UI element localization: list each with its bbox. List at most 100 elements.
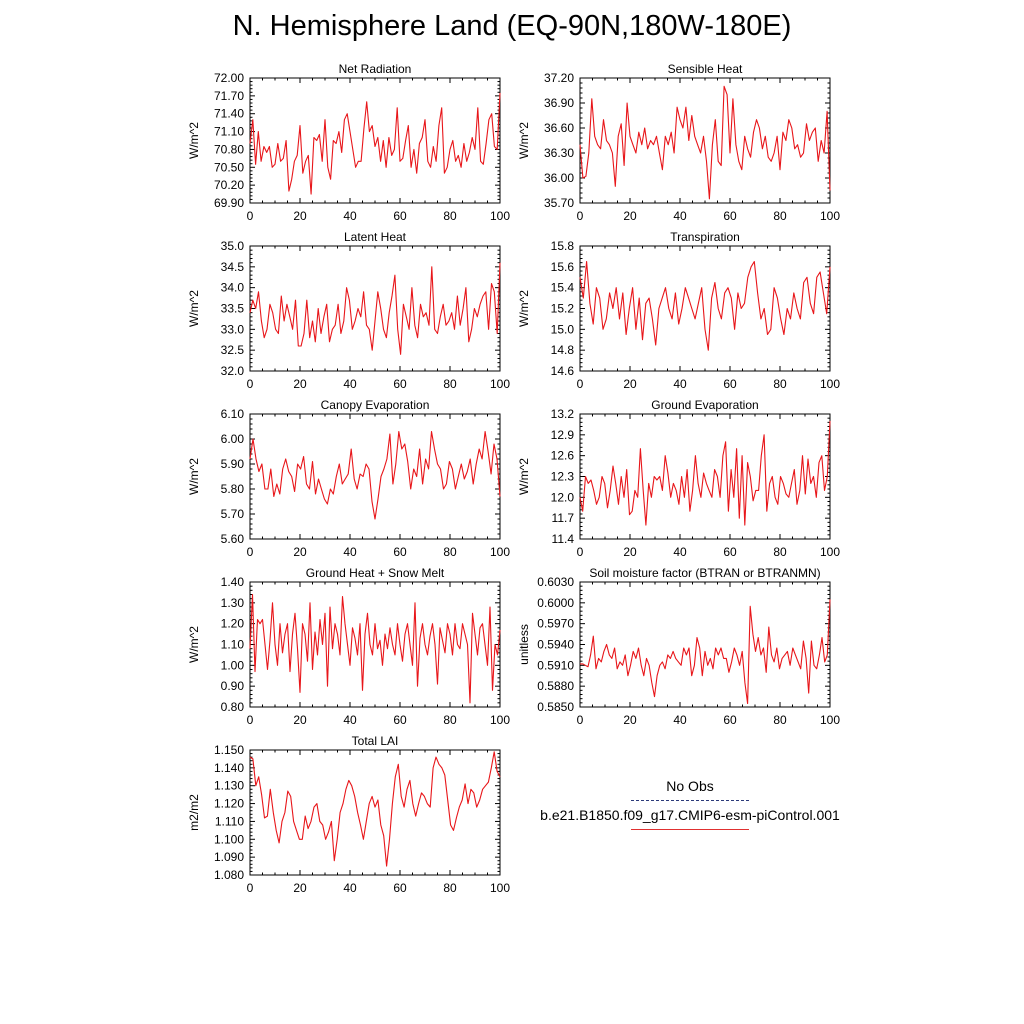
- x-tick-label: 0: [577, 713, 584, 727]
- y-tick-label: 0.6000: [537, 596, 574, 610]
- x-tick-label: 60: [393, 377, 407, 391]
- y-tick-label: 1.30: [221, 596, 245, 610]
- x-tick-label: 20: [623, 377, 637, 391]
- y-axis-label: W/m^2: [187, 458, 201, 495]
- y-tick-label: 1.110: [215, 814, 244, 828]
- x-tick-label: 100: [820, 545, 840, 559]
- y-tick-label: 1.140: [214, 761, 244, 775]
- y-axis-label: m2/m2: [187, 794, 201, 831]
- y-axis-label: unitless: [517, 624, 531, 665]
- x-tick-label: 80: [773, 209, 787, 223]
- y-tick-label: 1.130: [214, 779, 244, 793]
- panel-title: Soil moisture factor (BTRAN or BTRANMN): [589, 566, 820, 580]
- y-tick-label: 70.80: [214, 142, 244, 156]
- y-tick-label: 33.0: [221, 322, 245, 336]
- x-tick-label: 80: [443, 209, 457, 223]
- y-tick-label: 15.6: [551, 260, 575, 274]
- y-tick-label: 1.40: [221, 575, 245, 589]
- legend-obs-label: No Obs: [666, 778, 714, 794]
- series-line: [249, 262, 501, 355]
- series-line: [249, 92, 501, 195]
- y-tick-label: 70.50: [214, 160, 244, 174]
- x-tick-label: 40: [343, 881, 357, 895]
- y-tick-label: 0.5910: [537, 658, 574, 672]
- series-line: [580, 599, 831, 705]
- x-tick-label: 60: [393, 209, 407, 223]
- series-line: [579, 85, 831, 200]
- panel-title: Transpiration: [670, 230, 740, 244]
- x-tick-label: 60: [393, 545, 407, 559]
- x-tick-label: 40: [343, 377, 357, 391]
- panel-title: Total LAI: [352, 734, 399, 748]
- x-tick-label: 0: [247, 209, 254, 223]
- y-tick-label: 0.5850: [537, 700, 574, 714]
- panel-title: Net Radiation: [339, 62, 412, 76]
- x-tick-label: 100: [490, 713, 510, 727]
- x-tick-label: 100: [820, 209, 840, 223]
- x-tick-label: 60: [723, 209, 737, 223]
- y-tick-label: 5.70: [221, 507, 245, 521]
- y-tick-label: 1.090: [214, 850, 244, 864]
- y-tick-label: 6.00: [221, 432, 245, 446]
- x-tick-label: 80: [773, 377, 787, 391]
- x-tick-label: 40: [673, 713, 687, 727]
- y-tick-label: 1.080: [214, 868, 244, 882]
- legend: No Obs b.e21.B1850.f09_g17.CMIP6-esm-piC…: [530, 778, 850, 848]
- y-tick-label: 0.6030: [537, 575, 574, 589]
- y-tick-label: 12.3: [551, 470, 575, 484]
- panel-canopy-evaporation: Canopy Evaporation W/m^2 5.60 5.70 5.80 5.90 6…: [187, 398, 510, 559]
- x-tick-label: 60: [723, 377, 737, 391]
- y-tick-label: 14.8: [551, 343, 575, 357]
- y-tick-label: 1.100: [214, 832, 244, 846]
- y-tick-label: 32.5: [221, 343, 245, 357]
- y-tick-label: 5.90: [221, 457, 245, 471]
- x-tick-label: 40: [343, 545, 357, 559]
- y-tick-label: 5.80: [221, 482, 245, 496]
- y-tick-label: 34.5: [221, 260, 245, 274]
- x-tick-label: 100: [490, 377, 510, 391]
- y-tick-label: 15.2: [551, 302, 575, 316]
- y-tick-label: 1.120: [214, 797, 244, 811]
- y-tick-label: 0.80: [221, 700, 245, 714]
- plot-frame: [249, 581, 501, 708]
- y-tick-label: 0.5880: [537, 679, 574, 693]
- x-tick-label: 0: [247, 881, 254, 895]
- x-tick-label: 0: [247, 713, 254, 727]
- x-tick-label: 80: [443, 545, 457, 559]
- panel-ground-evaporation: Ground Evaporation W/m^2 11.4 11.7 12.0 12.3 1…: [517, 398, 840, 559]
- series-line: [249, 751, 501, 867]
- panel-soil-moisture-factor-btran-or-btranmn: Soil moisture factor (BTRAN or BTRANMN) u…: [517, 566, 840, 727]
- panel-ground-heat-snow-melt: Ground Heat + Snow Melt W/m^2 0.80 0.90 1.00…: [187, 566, 510, 727]
- y-tick-label: 1.20: [221, 617, 245, 631]
- y-tick-label: 0.5970: [537, 617, 574, 631]
- plot-frame: [579, 581, 831, 708]
- x-tick-label: 60: [393, 881, 407, 895]
- page-title: N. Hemisphere Land (EQ-90N,180W-180E): [232, 10, 792, 42]
- y-tick-label: 70.20: [214, 178, 244, 192]
- x-tick-label: 20: [293, 209, 307, 223]
- x-tick-label: 40: [343, 713, 357, 727]
- x-tick-label: 0: [577, 545, 584, 559]
- panel-title: Ground Heat + Snow Melt: [306, 566, 445, 580]
- x-tick-label: 100: [820, 713, 840, 727]
- y-tick-label: 15.8: [551, 239, 575, 253]
- panel-title: Latent Heat: [344, 230, 407, 244]
- y-tick-label: 36.60: [544, 121, 574, 135]
- y-tick-label: 35.70: [544, 196, 574, 210]
- y-tick-label: 69.90: [214, 196, 244, 210]
- y-axis-label: W/m^2: [187, 626, 201, 663]
- panel-title: Canopy Evaporation: [321, 398, 430, 412]
- x-tick-label: 20: [623, 209, 637, 223]
- x-tick-label: 80: [773, 713, 787, 727]
- legend-model-label: b.e21.B1850.f09_g17.CMIP6-esm-piControl.…: [540, 807, 840, 823]
- y-tick-label: 36.00: [544, 171, 574, 185]
- y-axis-label: W/m^2: [517, 290, 531, 327]
- panel-title: Sensible Heat: [668, 62, 743, 76]
- y-axis-label: W/m^2: [187, 290, 201, 327]
- panel-sensible-heat: Sensible Heat W/m^2 35.70 36.00 36.30 36.60 36…: [517, 62, 840, 223]
- y-tick-label: 0.90: [221, 679, 245, 693]
- series-line: [579, 261, 831, 351]
- x-tick-label: 40: [673, 545, 687, 559]
- y-axis-label: W/m^2: [517, 458, 531, 495]
- plot-frame: [579, 245, 831, 372]
